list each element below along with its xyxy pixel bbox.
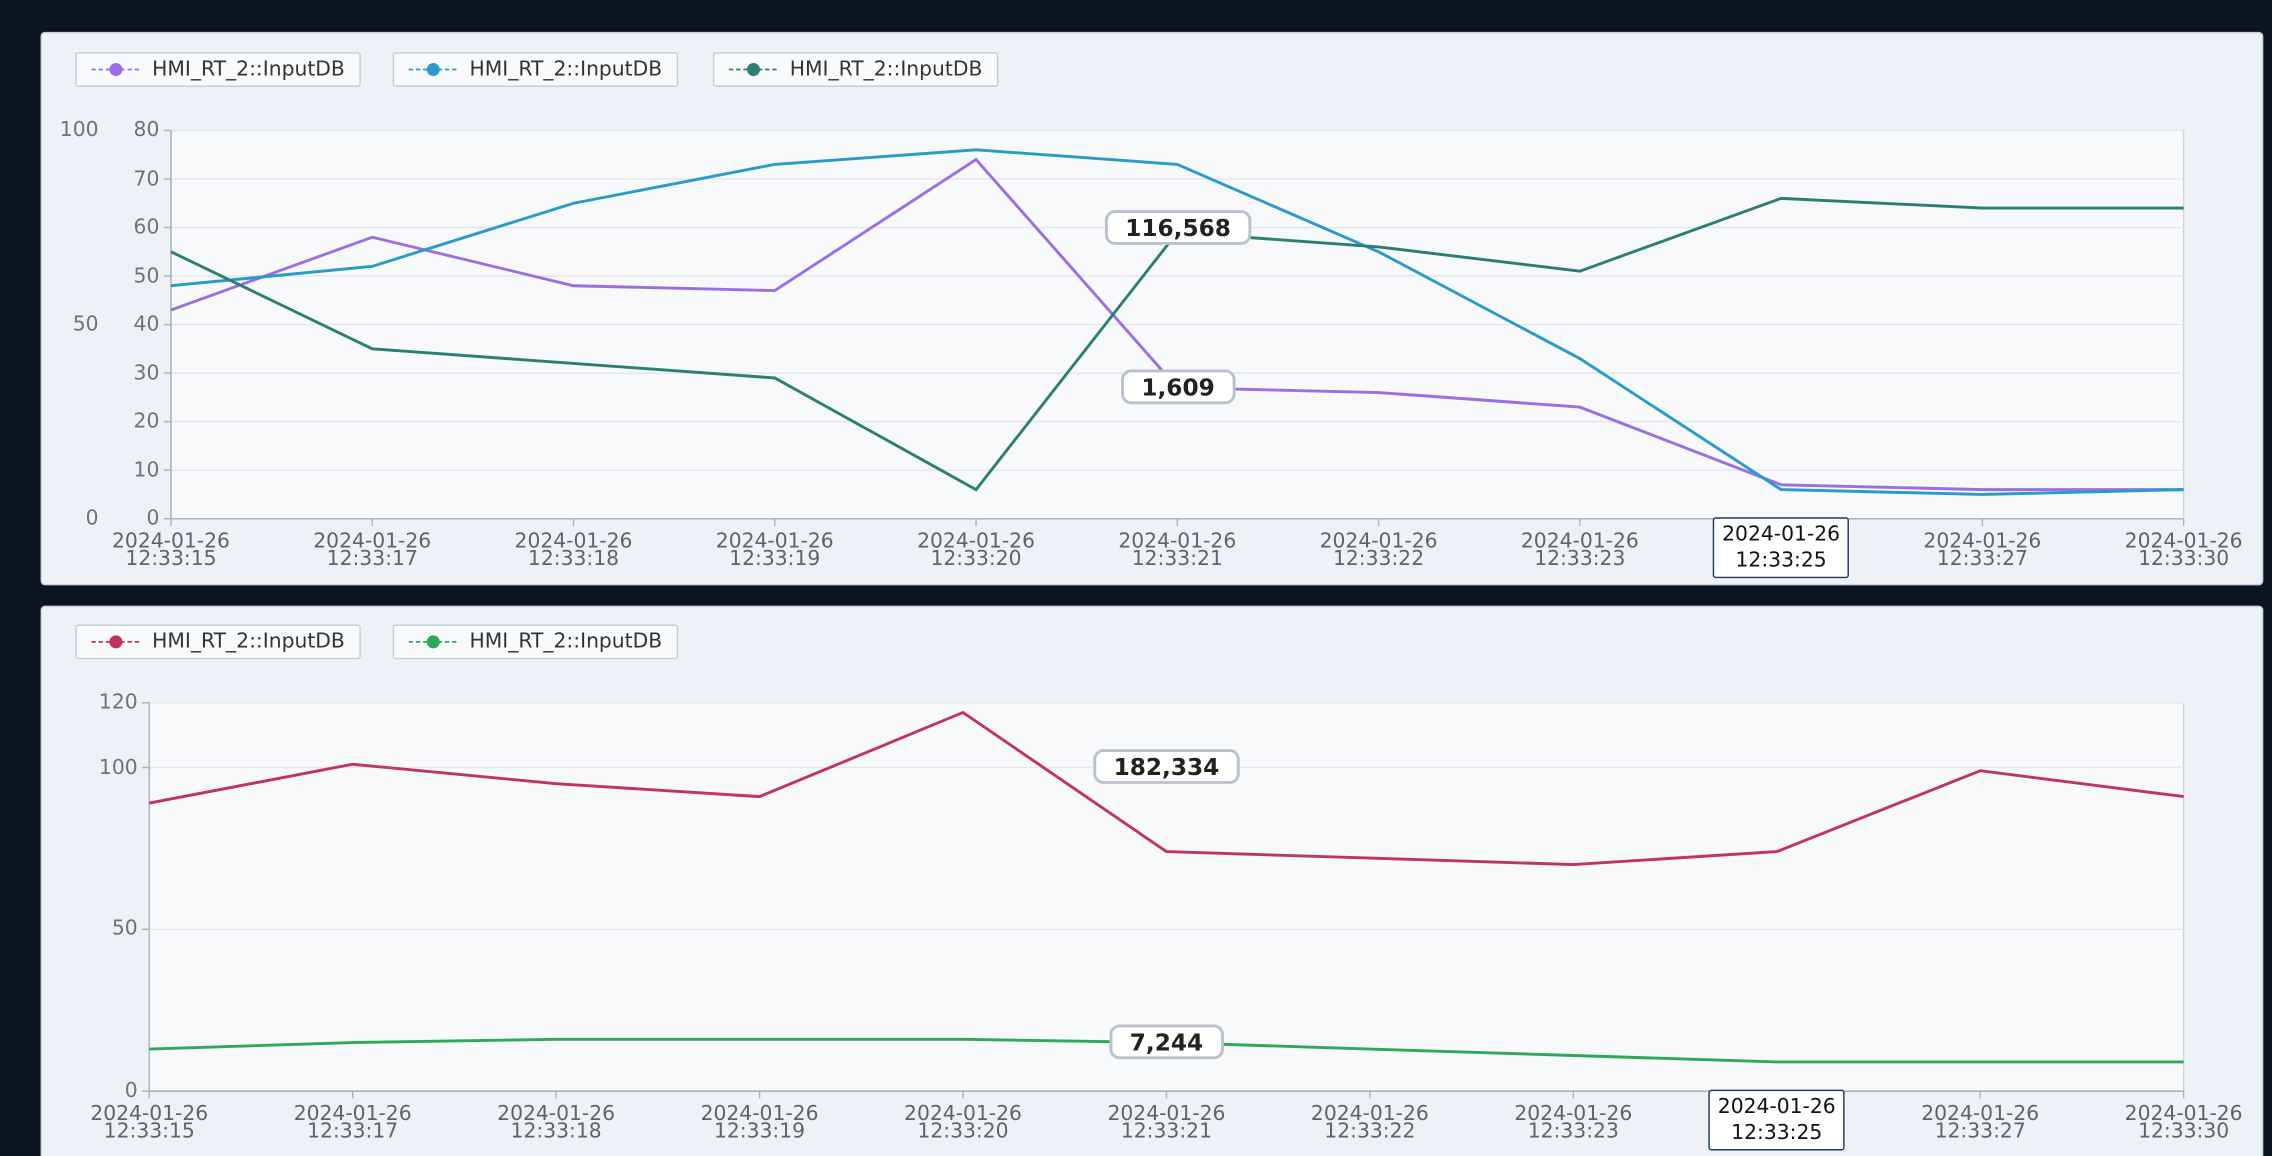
- x-tick-label: 2024-01-26 12:33:17: [293, 1102, 412, 1144]
- legend-item[interactable]: HMI_RT_2::InputDB: [712, 52, 999, 87]
- x-tick-label: 2024-01-26 12:33:30: [2124, 530, 2243, 571]
- value-tooltip: 182,334: [1093, 749, 1240, 784]
- legend-icon: [91, 635, 141, 649]
- y-tick-label: 40: [133, 312, 160, 337]
- y2-tick-label: 100: [59, 118, 99, 143]
- x-tick-label: 2024-01-26 12:33:23: [1514, 1102, 1633, 1144]
- legend-label: HMI_RT_2::InputDB: [469, 630, 663, 654]
- x-tick-label-highlighted: 2024-01-26 12:33:25: [1708, 1089, 1845, 1151]
- y-tick-label: 50: [133, 264, 160, 288]
- x-tick-label: 2024-01-26 12:33:18: [514, 530, 633, 571]
- y2-tick-label: 0: [85, 507, 99, 531]
- x-tick-label: 2024-01-26 12:33:30: [2124, 1102, 2243, 1144]
- legend-icon: [408, 63, 458, 77]
- x-tick-label: 2024-01-26 12:33:17: [313, 530, 432, 571]
- series-line: [148, 710, 2184, 867]
- legend-dot: [109, 635, 123, 649]
- legend-item[interactable]: HMI_RT_2::InputDB: [75, 52, 361, 87]
- legend-item[interactable]: HMI_RT_2::InputDB: [392, 52, 679, 87]
- legend-label: HMI_RT_2::InputDB: [152, 630, 345, 654]
- y-tick-label: 100: [98, 755, 138, 780]
- legend-label: HMI_RT_2::InputDB: [789, 57, 983, 82]
- x-tick-label: 2024-01-26 12:33:18: [497, 1102, 616, 1144]
- legend-label: HMI_RT_2::InputDB: [152, 57, 345, 82]
- value-tooltip: 7,244: [1109, 1024, 1224, 1060]
- y-tick-label: 0: [124, 1079, 138, 1103]
- value-tooltip: 116,568: [1104, 210, 1252, 245]
- y-tick-label: 0: [146, 507, 160, 531]
- value-tooltip: 1,609: [1121, 369, 1235, 405]
- y-tick-label: 30: [133, 361, 160, 385]
- legend-label: HMI_RT_2::InputDB: [469, 57, 663, 82]
- legend-item[interactable]: HMI_RT_2::InputDB: [75, 624, 361, 660]
- x-tick-label: 2024-01-26 12:33:27: [1921, 1102, 2040, 1144]
- legend-icon: [91, 63, 141, 77]
- y-tick-label: 10: [133, 458, 160, 482]
- legend-dot: [109, 63, 123, 77]
- x-tick-label: 2024-01-26 12:33:23: [1520, 530, 1639, 571]
- x-tick-label-highlighted: 2024-01-26 12:33:25: [1712, 517, 1850, 579]
- legend-dot: [426, 635, 440, 649]
- legend-dot: [426, 63, 440, 77]
- legend-icon: [728, 63, 779, 77]
- x-tick-label: 2024-01-26 12:33:21: [1118, 530, 1237, 571]
- x-tick-label: 2024-01-26 12:33:19: [700, 1102, 819, 1144]
- x-tick-label: 2024-01-26 12:33:20: [904, 1102, 1022, 1144]
- x-tick-label: 2024-01-26 12:33:19: [715, 530, 834, 571]
- x-tick-label: 2024-01-26 12:33:22: [1319, 530, 1438, 571]
- x-tick-label: 2024-01-26 12:33:15: [90, 1102, 209, 1144]
- y-tick-label: 50: [111, 917, 138, 941]
- x-tick-label: 2024-01-26 12:33:15: [112, 530, 230, 571]
- y-tick-label: 20: [133, 410, 160, 434]
- y-tick-label: 60: [133, 215, 160, 240]
- x-tick-label: 2024-01-26 12:33:27: [1923, 530, 2042, 571]
- legend-icon: [408, 635, 458, 649]
- x-tick-label: 2024-01-26 12:33:21: [1107, 1102, 1226, 1144]
- y-tick-label: 70: [133, 167, 160, 191]
- legend-item[interactable]: HMI_RT_2::InputDB: [392, 624, 679, 660]
- y-tick-label: 120: [98, 691, 138, 715]
- x-tick-label: 2024-01-26 12:33:20: [917, 530, 1035, 571]
- legend-dot: [746, 63, 761, 77]
- y2-tick-label: 50: [72, 312, 99, 337]
- y-tick-label: 80: [133, 118, 160, 143]
- series-line: [170, 148, 2184, 496]
- x-tick-label: 2024-01-26 12:33:22: [1310, 1102, 1429, 1144]
